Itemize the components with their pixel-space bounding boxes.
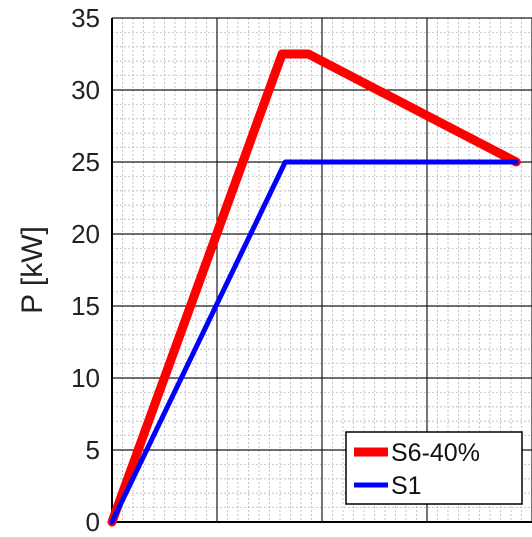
y-tick-label: 35 bbox=[71, 3, 100, 33]
y-tick-label: 15 bbox=[71, 291, 100, 321]
series-line-s6-40 bbox=[107, 49, 521, 527]
y-tick-label: 5 bbox=[86, 435, 100, 465]
y-tick-labels: 0 5 10 15 20 25 30 35 bbox=[71, 3, 100, 537]
legend-label: S6-40% bbox=[391, 439, 480, 467]
legend-label: S1 bbox=[391, 472, 422, 500]
y-tick-label: 0 bbox=[86, 507, 100, 537]
axes bbox=[111, 18, 532, 523]
y-tick-label: 25 bbox=[71, 147, 100, 177]
y-tick-label: 20 bbox=[71, 219, 100, 249]
legend: S6-40% S1 bbox=[345, 431, 523, 505]
y-tick-label: 30 bbox=[71, 75, 100, 105]
series-layer bbox=[107, 49, 521, 527]
series-line-s1 bbox=[109, 159, 519, 525]
y-axis-title: P [kW] bbox=[16, 226, 49, 314]
y-tick-label: 10 bbox=[71, 363, 100, 393]
legend-box bbox=[345, 431, 523, 505]
